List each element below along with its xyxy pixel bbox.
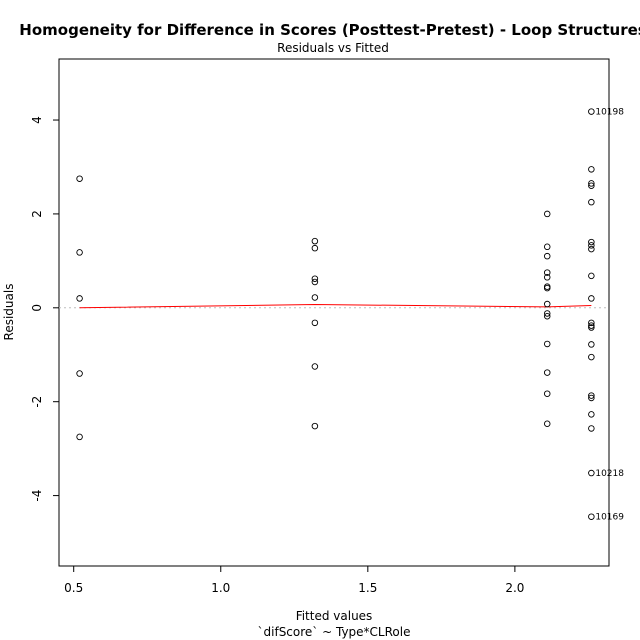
data-point [311,244,319,252]
data-point [588,469,595,477]
data-point [588,245,595,253]
data-point [588,272,595,280]
x-axis: 0.5 1.0 1.5 2.0 [64,566,524,595]
data-point [588,242,595,249]
data-point [311,363,319,370]
outlier-label: 10218 [595,469,624,479]
data-point [543,300,551,308]
data-point [76,175,83,182]
data-point [588,295,595,302]
y-tick-label: 0 [30,304,44,312]
data-point [76,433,83,441]
data-point [543,313,551,320]
outlier-label: 10169 [595,513,624,523]
data-point [543,390,551,397]
y-tick-label: -2 [30,396,44,408]
data-point [311,237,319,245]
data-point [543,340,551,348]
data-point [588,425,595,432]
data-point [543,243,551,251]
y-tick-label: -4 [30,490,44,502]
y-tick-label: 4 [30,116,44,124]
data-point [588,238,595,246]
data-point [588,341,595,348]
smooth-line-layer [79,304,592,309]
data-point [311,319,319,327]
data-point [543,420,551,428]
data-points-layer [76,108,595,520]
x-tick-label: 0.5 [64,581,83,595]
chart-subtitle: Residuals vs Fitted [277,41,389,55]
x-tick-label: 2.0 [505,581,524,595]
data-point [311,422,319,430]
data-point [543,369,551,376]
outlier-label: 10198 [595,108,624,118]
smooth-line [79,304,592,309]
data-point [543,284,551,292]
data-point [588,513,595,520]
data-point [588,353,595,361]
data-point [76,370,83,377]
plot-frame [58,58,610,567]
data-point [543,269,551,276]
y-axis: -4 -2 0 2 4 [30,116,59,502]
data-point [311,278,319,286]
data-point [543,310,551,317]
data-point [76,249,83,256]
data-point [588,324,595,331]
data-point [311,275,319,282]
x-axis-formula: `difScore` ~ Type*CLRole [258,625,411,639]
y-tick-label: 2 [30,210,44,218]
data-point [588,322,595,329]
data-point [588,198,595,206]
data-point [543,274,551,281]
data-point [543,210,551,218]
data-point [588,319,595,327]
data-point [588,411,595,418]
data-point [311,294,319,301]
data-point [76,295,83,302]
data-point [588,182,595,189]
data-point [588,392,595,399]
data-point [588,166,595,173]
annotations-layer: 10198 10218 10169 [595,108,624,523]
data-point [588,108,595,115]
chart-title: Homogeneity for Difference in Scores (Po… [19,21,640,39]
data-point [588,180,595,187]
data-point [543,252,551,260]
y-axis-label: Residuals [2,284,16,341]
data-point [588,394,595,402]
x-axis-label: Fitted values [296,609,373,623]
x-tick-label: 1.0 [211,581,230,595]
x-tick-label: 1.5 [358,581,377,595]
